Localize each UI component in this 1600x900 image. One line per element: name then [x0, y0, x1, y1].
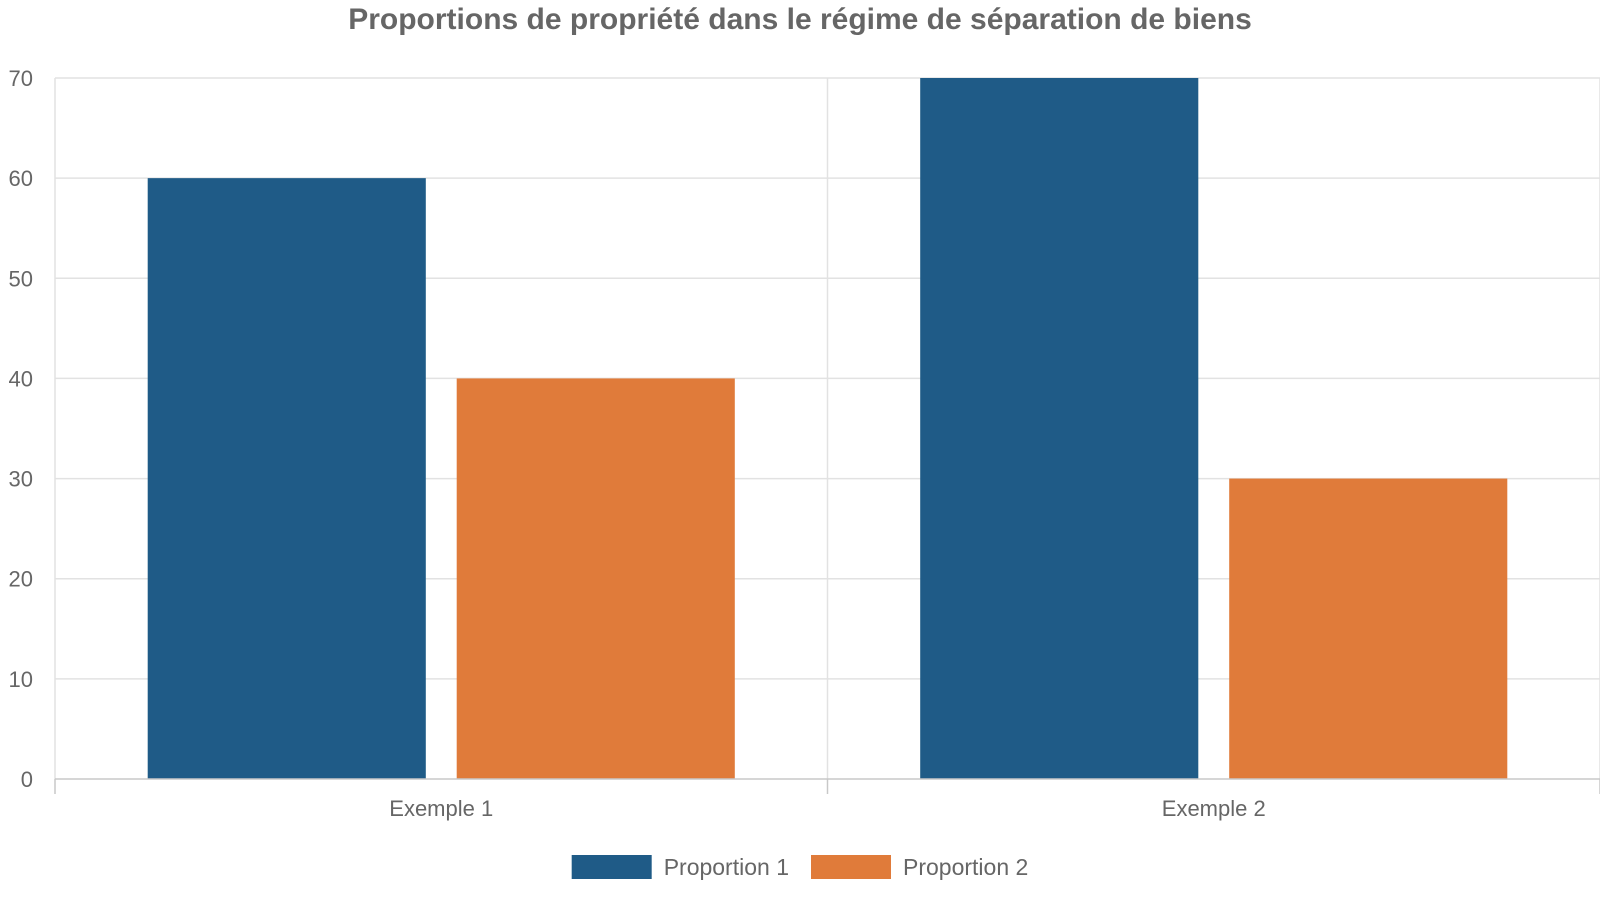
- axes: 0 10 20 30 40 50 60 70 Exemple 1 Exemple 2: [9, 66, 1600, 821]
- chart-title: Proportions de propriété dans le régime …: [348, 3, 1252, 36]
- bar-2-1: [456, 378, 735, 779]
- legend-label-1: Proportion 1: [664, 854, 789, 880]
- legend: Proportion 1 Proportion 2: [571, 854, 1028, 880]
- y-tick-label: 20: [9, 567, 33, 592]
- y-tick-label: 30: [9, 467, 33, 492]
- legend-swatch-1: [571, 855, 652, 879]
- y-tick-label: 60: [9, 166, 33, 191]
- y-tick-label: 0: [21, 767, 33, 792]
- x-tick-label: Exemple 1: [389, 796, 493, 821]
- x-tick-label: Exemple 2: [1162, 796, 1266, 821]
- bar-2-2: [1229, 478, 1508, 779]
- y-tick-label: 10: [9, 667, 33, 692]
- bar-1-1: [147, 178, 426, 780]
- bars: [147, 78, 1508, 780]
- y-tick-label: 70: [9, 66, 33, 91]
- y-tick-label: 50: [9, 266, 33, 291]
- y-tick-label: 40: [9, 366, 33, 391]
- legend-swatch-2: [811, 855, 891, 879]
- bar-1-2: [920, 78, 1199, 779]
- legend-label-2: Proportion 2: [903, 854, 1028, 880]
